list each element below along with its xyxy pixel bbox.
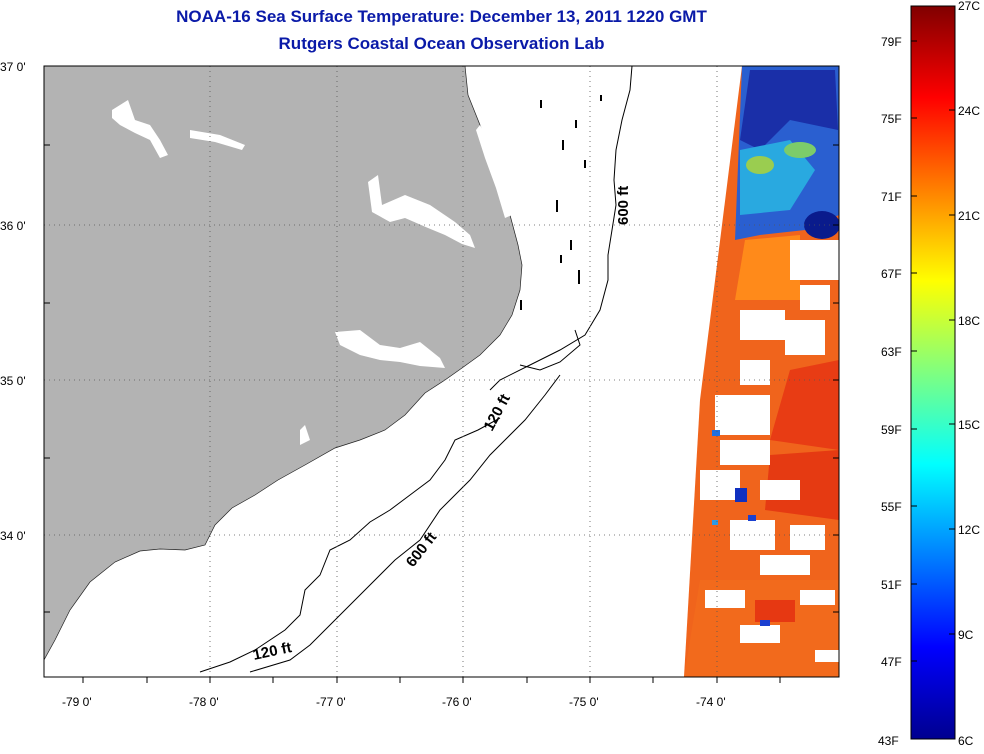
cb-c-6: 6C (958, 734, 974, 748)
cb-f-55: 55F (881, 500, 902, 514)
cb-f-79: 79F (881, 35, 902, 49)
cb-f-51: 51F (881, 578, 902, 592)
lon-label-79: -79 0' (62, 695, 92, 709)
lat-label-34: 34 0' (0, 529, 26, 543)
axis-ticks (44, 144, 839, 683)
map-subtitle: Rutgers Coastal Ocean Observation Lab (278, 34, 605, 53)
map-border (43, 65, 840, 678)
cb-c-15: 15C (958, 418, 980, 432)
cb-c-9: 9C (958, 628, 974, 642)
shoals (520, 95, 602, 310)
cb-c-27: 27C (958, 0, 980, 13)
lat-label-37: 37 0' (0, 60, 26, 74)
contour-label-600-north: 600 ft (615, 186, 632, 225)
cb-f-63: 63F (881, 345, 902, 359)
lon-label-78: -78 0' (189, 695, 219, 709)
lon-label-75: -75 0' (569, 695, 599, 709)
cb-f-59: 59F (881, 423, 902, 437)
cb-f-71: 71F (881, 190, 902, 204)
cb-f-47: 47F (881, 655, 902, 669)
graticule (44, 66, 839, 677)
colorbar (910, 5, 956, 740)
lon-label-76: -76 0' (442, 695, 472, 709)
cb-c-24: 24C (958, 104, 980, 118)
lon-label-74: -74 0' (696, 695, 726, 709)
inland-water (112, 100, 512, 445)
cb-f-43: 43F (878, 734, 899, 748)
map-title: NOAA-16 Sea Surface Temperature: Decembe… (176, 7, 707, 26)
colorbar-ticks (911, 40, 955, 662)
lat-label-35: 35 0' (0, 374, 26, 388)
cb-c-18: 18C (958, 314, 980, 328)
sst-swath (684, 66, 839, 677)
cb-c-12: 12C (958, 523, 980, 537)
cb-c-21: 21C (958, 209, 980, 223)
bathymetry-contours (199, 66, 633, 673)
cb-f-75: 75F (881, 112, 902, 126)
cb-f-67: 67F (881, 267, 902, 281)
lon-label-77: -77 0' (316, 695, 346, 709)
lat-label-36: 36 0' (0, 219, 26, 233)
